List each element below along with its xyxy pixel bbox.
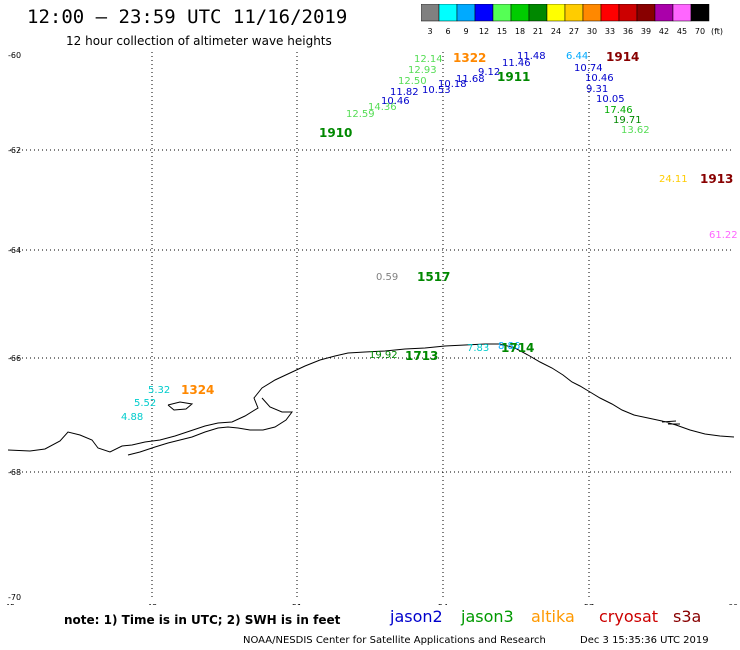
colorbar-tick-label: 27 <box>569 27 579 36</box>
pass-time-labels: 1322 1911 1910 1914 1913 1517 1713 1714 1324 <box>181 50 733 397</box>
longitude-tick-label: 60 <box>728 603 738 605</box>
longitude-tick-label: 48 <box>147 603 157 605</box>
swh-label: 12.50 <box>398 76 427 87</box>
swh-label: 19.71 <box>613 115 642 126</box>
colorbar-tick-label: 24 <box>551 27 561 36</box>
colorbar-unit: (ft) <box>711 27 723 36</box>
colorbar-tick-label: 36 <box>623 27 633 36</box>
colorbar-tick-label: 45 <box>677 27 687 36</box>
swh-label: 9.31 <box>586 84 608 95</box>
satellite-s3a: s3a <box>673 607 702 626</box>
swh-label: 0.59 <box>376 272 398 283</box>
colorbar-tick-label: 21 <box>533 27 543 36</box>
latitude-tick-label: -62 <box>8 146 21 155</box>
swh-label: 11.82 <box>390 87 419 98</box>
altimeter-map: -60-62-64-66-68-70 454851545760 12.1412.… <box>5 50 738 605</box>
latitude-tick-label: -66 <box>8 354 21 363</box>
satellite-jason2: jason2 <box>390 607 443 626</box>
swh-label: 12.14 <box>414 54 443 65</box>
pass-time-label: 1914 <box>606 50 639 64</box>
pass-time-label: 1913 <box>700 172 733 186</box>
longitude-tick-label: 57 <box>584 603 594 605</box>
swh-label: 11.68 <box>456 74 485 85</box>
satellite-cryosat: cryosat <box>599 607 659 626</box>
colorbar-tick-label: 33 <box>605 27 615 36</box>
colorbar-tick-label: 9 <box>463 27 468 36</box>
swh-label: 14.36 <box>368 102 397 113</box>
colorbar-tick-label: 3 <box>427 27 432 36</box>
swh-label: 10.74 <box>574 63 603 74</box>
lat-lon-grid <box>10 52 733 597</box>
longitude-tick-label: 54 <box>438 603 448 605</box>
antarctic-coastline <box>7 343 735 456</box>
wave-height-colorbar: 3 6 9 12 15 18 21 24 27 30 33 36 39 42 45 70 (ft) <box>421 4 723 36</box>
swh-label: 61.22 <box>709 230 738 241</box>
swh-label: 8.86 <box>498 341 520 352</box>
colorbar-tick-label: 70 <box>695 27 705 36</box>
pass-time-label: 1714 <box>501 341 534 355</box>
swh-label: 10.46 <box>585 73 614 84</box>
longitude-labels: 45 48 51 54 57 60 <box>5 603 738 605</box>
swh-label: 6.44 <box>566 51 588 62</box>
colorbar-tick-label: 18 <box>515 27 525 36</box>
map-title: 12:00 – 23:59 UTC 11/16/2019 <box>27 6 348 28</box>
map-subtitle: 12 hour collection of altimeter wave hei… <box>66 34 332 48</box>
footer-timestamp: Dec 3 15:35:36 UTC 2019 <box>580 635 709 646</box>
colorbar-tick-label: 39 <box>641 27 651 36</box>
footer-credit: NOAA/NESDIS Center for Satellite Applica… <box>243 635 546 646</box>
swh-label: 10.18 <box>438 79 467 90</box>
swh-label: 24.11 <box>659 174 688 185</box>
swh-label: 10.46 <box>381 96 410 107</box>
latitude-tick-label: -60 <box>8 51 21 60</box>
swh-label: 11.46 <box>502 58 531 69</box>
longitude-tick-label: 51 <box>292 603 302 605</box>
colorbar-tick-label: 42 <box>659 27 669 36</box>
satellite-altika: altika <box>531 607 575 626</box>
latitude-tick-label: -70 <box>8 593 21 602</box>
swh-label: 13.62 <box>621 125 650 136</box>
swh-label: 19.92 <box>369 350 398 361</box>
swh-label: 10.05 <box>596 94 625 105</box>
swh-label: 4.88 <box>121 412 143 423</box>
pass-time-label: 1910 <box>319 126 352 140</box>
footnote: note: 1) Time is in UTC; 2) SWH is in fe… <box>64 613 341 627</box>
colorbar-tick-label: 15 <box>497 27 507 36</box>
latitude-tick-label: -64 <box>8 246 21 255</box>
latitude-tick-label: -68 <box>8 468 21 477</box>
pass-time-label: 1911 <box>497 70 530 84</box>
swh-label: 7.83 <box>467 343 489 354</box>
swh-label: 11.48 <box>517 51 546 62</box>
colorbar-swatch <box>690 4 710 22</box>
swh-label: 5.52 <box>134 398 156 409</box>
pass-time-label: 1713 <box>405 349 438 363</box>
swh-label: 12.59 <box>346 109 375 120</box>
longitude-tick-label: 45 <box>5 603 15 605</box>
colorbar-tick-label: 30 <box>587 27 597 36</box>
swh-label: 5.32 <box>148 385 170 396</box>
swh-label: 10.53 <box>422 85 451 96</box>
pass-time-label: 1517 <box>417 270 450 284</box>
latitude-labels: -60 -62 -64 -66 -68 -70 <box>8 51 21 602</box>
colorbar-tick-label: 6 <box>445 27 450 36</box>
colorbar-tick-label: 12 <box>479 27 489 36</box>
pass-time-label: 1324 <box>181 383 214 397</box>
swh-label: 9.12 <box>478 67 500 78</box>
swh-label: 12.93 <box>408 65 437 76</box>
swh-label: 17.46 <box>604 105 633 116</box>
satellite-jason3: jason3 <box>461 607 514 626</box>
pass-time-label: 1322 <box>453 51 486 65</box>
